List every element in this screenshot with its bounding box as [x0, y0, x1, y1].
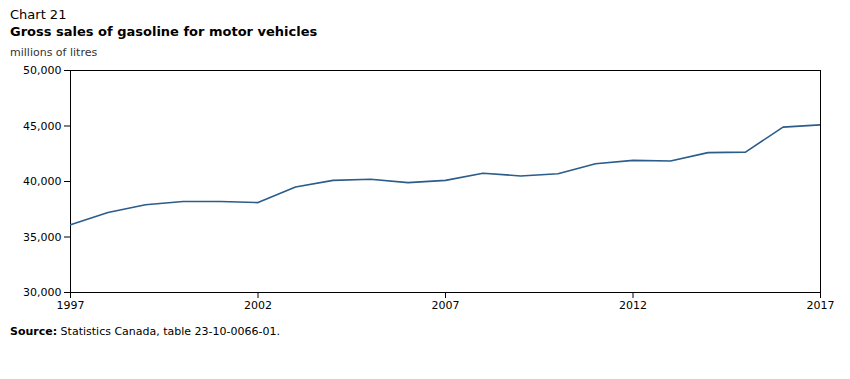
- svg-text:2017: 2017: [807, 299, 835, 312]
- svg-text:2002: 2002: [244, 299, 272, 312]
- html-text:Source: Statistics Canada, tab: Source: Statistics Canada, table 23-10-0…: [10, 325, 280, 338]
- html-text:Gross sales of gasoline for mo: Gross sales of gasoline for motor vehicl…: [10, 24, 318, 39]
- svg-text:2007: 2007: [432, 299, 460, 312]
- svg-text:40,000: 40,000: [23, 175, 62, 188]
- html-text:Chart 21: Chart 21: [10, 7, 67, 22]
- svg-text:1997: 1997: [57, 299, 85, 312]
- html-text:millions of litres: millions of litres: [10, 46, 98, 59]
- svg-text:2012: 2012: [619, 299, 647, 312]
- svg-text:35,000: 35,000: [23, 231, 62, 244]
- svg-text:30,000: 30,000: [23, 286, 62, 299]
- svg-text:50,000: 50,000: [23, 64, 62, 77]
- svg-text:45,000: 45,000: [23, 120, 62, 133]
